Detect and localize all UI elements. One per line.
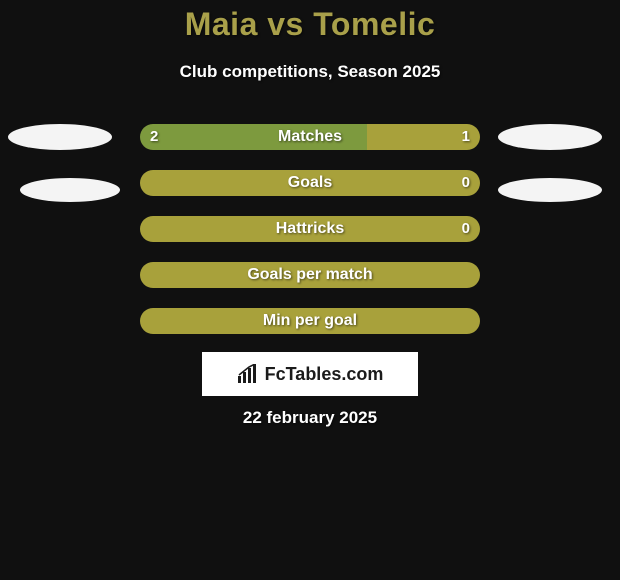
bar-track xyxy=(140,308,480,334)
stage: Maia vs Tomelic Club competitions, Seaso… xyxy=(0,0,620,580)
bar-track xyxy=(140,216,480,242)
date-label: 22 february 2025 xyxy=(0,408,620,428)
page-title: Maia vs Tomelic xyxy=(0,6,620,43)
logo-box: FcTables.com xyxy=(202,352,418,396)
avatar-placeholder xyxy=(498,178,602,202)
bar-track xyxy=(140,170,480,196)
avatar-placeholder xyxy=(8,124,112,150)
logo-text: FcTables.com xyxy=(265,364,384,385)
bar-track xyxy=(140,124,480,150)
avatar-placeholder xyxy=(20,178,120,202)
bar-left-fill xyxy=(140,124,367,150)
stat-row: Hattricks0 xyxy=(0,216,620,262)
logo-chart-icon xyxy=(237,364,259,384)
bar-track xyxy=(140,262,480,288)
subtitle: Club competitions, Season 2025 xyxy=(0,62,620,82)
stat-row: Min per goal xyxy=(0,308,620,354)
comparison-bars: Matches21Goals0Hattricks0Goals per match… xyxy=(0,124,620,354)
bar-right-fill xyxy=(367,124,480,150)
avatar-placeholder xyxy=(498,124,602,150)
bar-right-fill xyxy=(140,170,480,196)
bar-right-fill xyxy=(140,262,480,288)
stat-row: Goals per match xyxy=(0,262,620,308)
bar-right-fill xyxy=(140,216,480,242)
bar-right-fill xyxy=(140,308,480,334)
